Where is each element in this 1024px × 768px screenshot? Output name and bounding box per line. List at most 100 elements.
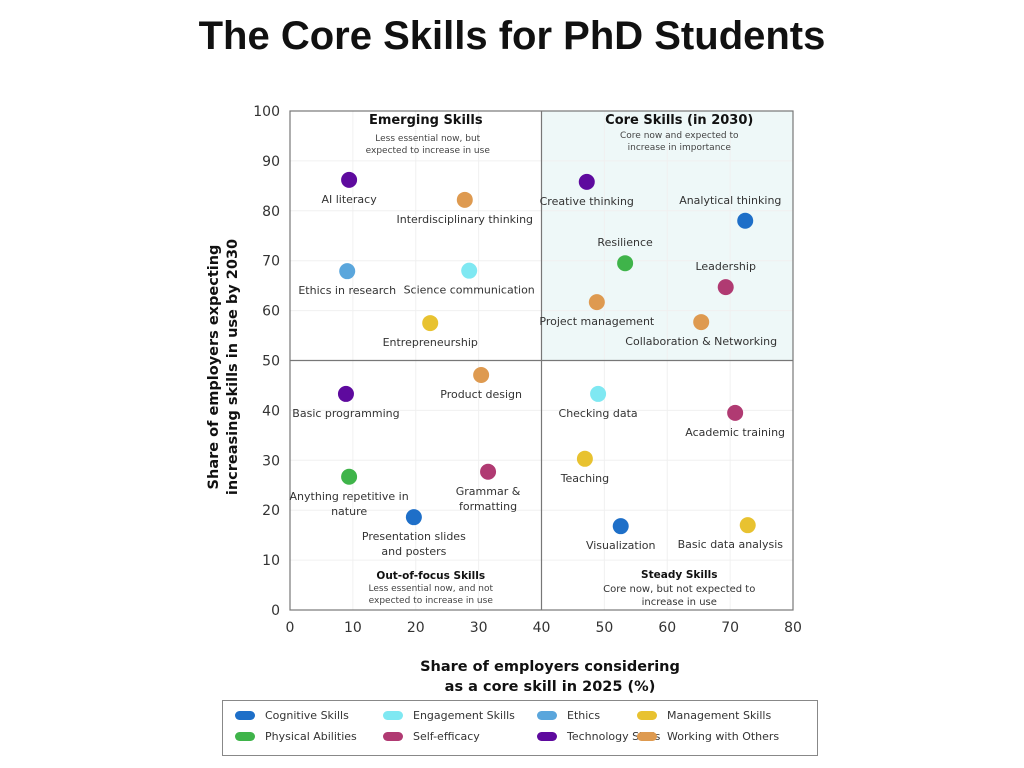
y-tick-label: 30 (262, 453, 280, 469)
legend-label: Cognitive Skills (265, 709, 349, 722)
y-tick-label: 40 (262, 403, 280, 419)
data-label: Ethics in research (298, 284, 396, 297)
y-axis-title: increasing skills in use by 2030 (225, 239, 241, 495)
y-axis-title: Share of employers expecting (206, 245, 222, 490)
y-tick-label: 80 (262, 204, 280, 220)
scatter-chart: 0 10 20 30 40 50 60 70 80 0 10 20 30 40 50 60 70 80 90 100 E… (206, 104, 802, 695)
legend-label: Working with Others (667, 730, 780, 743)
data-point (717, 279, 734, 296)
data-point (422, 315, 439, 332)
legend-swatch (235, 711, 255, 720)
x-tick-label: 50 (595, 620, 613, 636)
legend-label: Management Skills (667, 709, 772, 722)
quadrant-subtitle: increase in use (642, 597, 717, 608)
data-label: Academic training (685, 426, 785, 439)
x-tick-label: 70 (721, 620, 739, 636)
data-point (727, 404, 744, 421)
legend-item: Self-efficacy (383, 730, 480, 743)
legend-swatch (537, 732, 557, 741)
y-tick-label: 0 (271, 603, 280, 619)
data-point (590, 385, 607, 402)
quadrant-subtitle: Core now, but not expected to (603, 584, 755, 595)
data-label: Analytical thinking (679, 194, 781, 207)
legend-item: Engagement Skills (383, 709, 515, 722)
legend-label: Engagement Skills (413, 709, 515, 722)
legend-item: Cognitive Skills (235, 709, 349, 722)
data-label: Grammar & (456, 485, 521, 498)
data-label: Presentation slides (362, 530, 466, 543)
data-point (456, 191, 473, 208)
legend-item: Physical Abilities (235, 730, 357, 743)
x-tick-label: 20 (407, 620, 425, 636)
legend-label: Ethics (567, 709, 601, 722)
data-point (337, 385, 354, 402)
x-tick-label: 80 (784, 620, 802, 636)
legend-swatch (637, 711, 657, 720)
legend-item: Ethics (537, 709, 600, 722)
data-label: Resilience (597, 236, 653, 249)
data-point (339, 263, 356, 280)
quadrant-title: Steady Skills (641, 569, 717, 581)
y-tick-label: 90 (262, 154, 280, 170)
data-label: nature (331, 505, 367, 518)
data-point (739, 517, 756, 534)
data-point (576, 450, 593, 467)
data-label: Basic data analysis (678, 538, 784, 551)
legend-swatch (537, 711, 557, 720)
data-point (617, 255, 634, 272)
quadrant-subtitle: expected to increase in use (366, 146, 491, 156)
y-tick-label: 60 (262, 304, 280, 320)
x-tick-label: 10 (344, 620, 362, 636)
data-point (737, 212, 754, 229)
data-label: Entrepreneurship (383, 336, 478, 349)
y-tick-label: 20 (262, 503, 280, 519)
legend-item: Management Skills (637, 709, 771, 722)
y-tick-label: 70 (262, 254, 280, 270)
data-label: Collaboration & Networking (625, 335, 777, 348)
data-label: Product design (440, 388, 522, 401)
data-label: Anything repetitive in (290, 490, 409, 503)
quadrant-subtitle: Core now and expected to (620, 131, 739, 141)
legend: Cognitive Skills Engagement Skills Ethics M… (222, 700, 818, 756)
quadrant-subtitle: increase in importance (628, 143, 732, 153)
data-label: Teaching (560, 472, 609, 485)
legend-swatch (383, 732, 403, 741)
legend-swatch (637, 732, 657, 741)
quadrant-title: Emerging Skills (369, 113, 483, 128)
legend-label: Self-efficacy (413, 730, 480, 743)
chart-title: The Core Skills for PhD Students (198, 14, 826, 58)
data-point (612, 518, 629, 535)
data-label: Checking data (559, 407, 638, 420)
x-tick-label: 60 (658, 620, 676, 636)
x-tick-label: 0 (286, 620, 295, 636)
x-axis-title: Share of employers considering (420, 659, 680, 675)
quadrant-subtitle: expected to increase in use (369, 596, 494, 606)
y-tick-label: 100 (253, 104, 280, 120)
data-point (693, 314, 710, 331)
data-label: Science communication (404, 284, 535, 297)
data-label: Leadership (695, 260, 755, 273)
data-label: formatting (459, 500, 517, 513)
data-point (461, 262, 478, 279)
data-label: Visualization (586, 539, 656, 552)
data-label: and posters (381, 545, 446, 558)
legend-item: Working with Others (637, 730, 779, 743)
data-label: Creative thinking (540, 195, 634, 208)
data-point (473, 366, 490, 383)
quadrant-title: Core Skills (in 2030) (605, 113, 753, 128)
data-label: Project management (539, 315, 655, 328)
y-tick-label: 50 (262, 354, 280, 370)
data-label: Interdisciplinary thinking (397, 213, 534, 226)
y-tick-label: 10 (262, 553, 280, 569)
data-label: AI literacy (321, 193, 377, 206)
data-point (578, 173, 595, 190)
legend-label: Physical Abilities (265, 730, 357, 743)
x-tick-label: 40 (533, 620, 551, 636)
quadrant-subtitle: Less essential now, but (375, 134, 480, 144)
data-label: Basic programming (292, 407, 399, 420)
quadrant-title: Out-of-focus Skills (376, 570, 485, 582)
legend-swatch (383, 711, 403, 720)
x-tick-label: 30 (470, 620, 488, 636)
data-point (480, 463, 497, 480)
data-point (341, 468, 358, 485)
